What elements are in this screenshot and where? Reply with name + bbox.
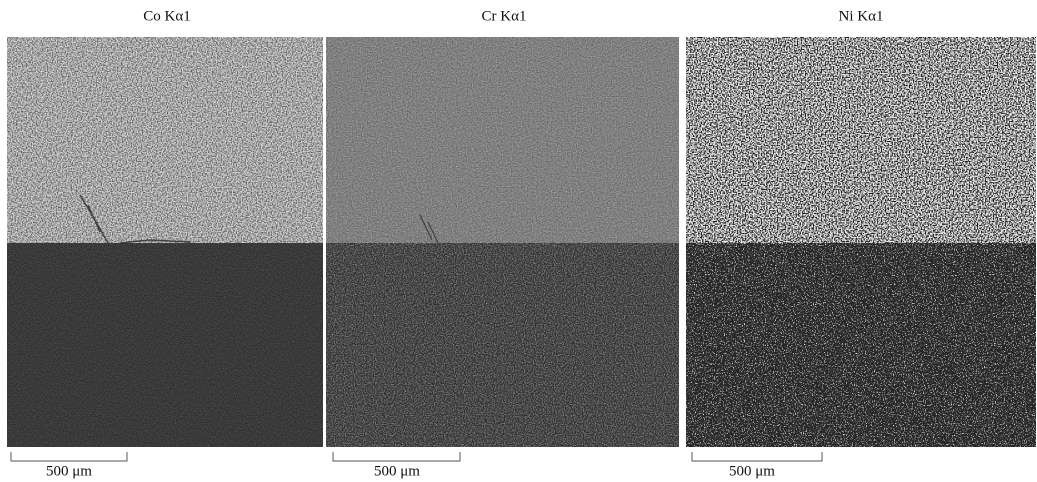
panel-ni: Ni Kα1 500 μm [686,8,1036,479]
crack [419,214,439,244]
scale-label: 500 μm [46,463,92,479]
map-lower [7,243,323,447]
crack [79,194,191,244]
map-upper [326,37,679,243]
panel-title: Cr Kα1 [482,8,527,24]
panel-title: Co Kα1 [143,8,190,24]
map-upper [7,37,323,243]
map-lower [326,243,679,447]
scale-bar [10,452,128,462]
scale-label: 500 μm [374,463,420,479]
panel-co: Co Kα1 500 μm [7,8,323,479]
scale-bar [691,452,823,462]
panel-title: Ni Kα1 [839,8,884,24]
scale-label: 500 μm [729,463,775,479]
panel-cr: Cr Kα1 500 μm [326,8,679,479]
scale-bar [332,452,461,462]
map-lower [686,243,1036,447]
map-upper [686,37,1036,243]
